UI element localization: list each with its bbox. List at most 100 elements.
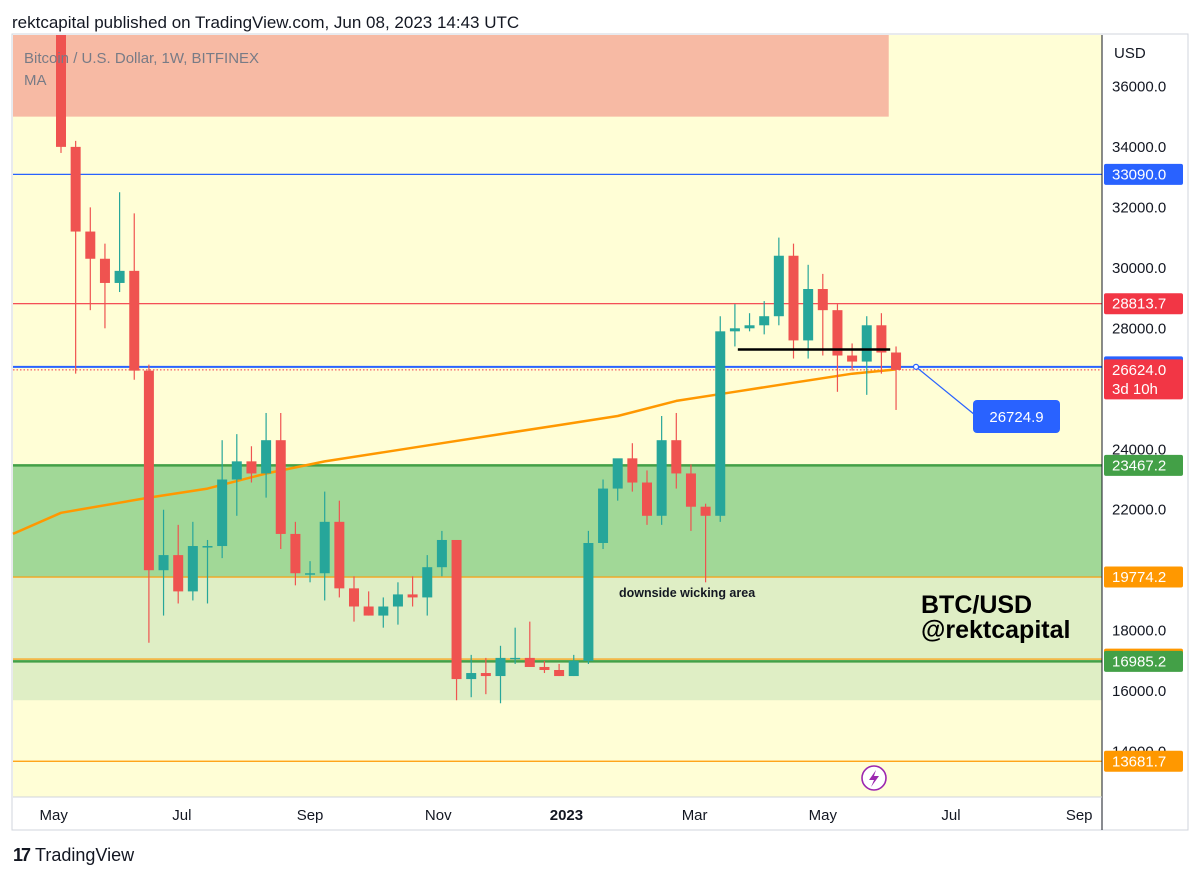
candle[interactable]	[612, 458, 623, 501]
candle-body	[56, 35, 66, 147]
candle-body	[803, 289, 814, 341]
candle[interactable]	[803, 264, 814, 359]
x-tick-label: Sep	[1066, 807, 1093, 824]
candle[interactable]	[378, 597, 389, 628]
candle[interactable]	[583, 530, 594, 664]
candle[interactable]	[788, 243, 799, 359]
candle[interactable]	[715, 316, 726, 522]
candle-body	[715, 331, 726, 516]
callout-anchor-dot[interactable]	[912, 363, 920, 370]
candle[interactable]	[554, 663, 565, 677]
candle-body	[85, 231, 96, 259]
candle-body	[788, 255, 799, 341]
candle[interactable]	[99, 243, 110, 329]
y-tick-label: 16000.0	[1112, 683, 1166, 700]
candle[interactable]	[729, 304, 740, 347]
candle-body	[627, 458, 638, 483]
candle[interactable]	[847, 343, 858, 371]
ma-legend[interactable]: MA	[24, 72, 47, 89]
candle-body	[129, 270, 140, 371]
candle[interactable]	[642, 470, 652, 525]
candle[interactable]	[876, 313, 887, 374]
candle[interactable]	[451, 539, 462, 701]
candle[interactable]	[70, 140, 81, 374]
price-label[interactable]: 16985.2	[1104, 650, 1183, 672]
candle[interactable]	[217, 440, 228, 559]
candle[interactable]	[143, 364, 154, 643]
candle[interactable]	[275, 412, 286, 550]
candle[interactable]	[700, 503, 711, 583]
candle[interactable]	[861, 316, 872, 395]
candle[interactable]	[392, 582, 403, 625]
candle[interactable]	[817, 273, 828, 356]
price-label[interactable]: 33090.0	[1104, 163, 1183, 185]
candle[interactable]	[891, 346, 902, 410]
candle[interactable]	[480, 657, 491, 695]
currency-label: USD	[1114, 45, 1146, 62]
price-label-text: 26624.0	[1112, 362, 1166, 379]
candle[interactable]	[231, 434, 242, 516]
x-tick-label: Nov	[425, 807, 452, 824]
candle[interactable]	[773, 237, 784, 326]
callout-label[interactable]: 26724.9	[973, 400, 1060, 433]
candle[interactable]	[187, 521, 198, 601]
candle-body	[436, 539, 447, 568]
price-label[interactable]: 28813.7	[1104, 293, 1183, 315]
candle[interactable]	[246, 446, 257, 483]
candle[interactable]	[363, 591, 374, 616]
candle[interactable]	[524, 621, 535, 667]
candle[interactable]	[539, 660, 550, 674]
x-tick-label: Mar	[682, 807, 708, 824]
candle[interactable]	[627, 443, 638, 492]
candle[interactable]	[407, 576, 418, 607]
candle[interactable]	[290, 521, 301, 586]
price-label-text: 33090.0	[1112, 166, 1166, 183]
candle[interactable]	[349, 576, 359, 622]
tradingview-logo[interactable]: 17 TradingView	[13, 845, 134, 866]
symbol-legend[interactable]: Bitcoin / U.S. Dollar, 1W, BITFINEX	[24, 50, 259, 67]
candle-body	[744, 325, 755, 329]
candle[interactable]	[510, 627, 521, 664]
candle-body	[729, 328, 740, 332]
candle[interactable]	[319, 491, 330, 601]
candle[interactable]	[261, 412, 272, 498]
candle[interactable]	[56, 35, 66, 153]
candle[interactable]	[466, 654, 477, 698]
price-label[interactable]: 23467.2	[1104, 454, 1183, 476]
candle[interactable]	[422, 555, 433, 616]
candle[interactable]	[334, 500, 345, 598]
candle[interactable]	[436, 530, 447, 577]
candle[interactable]	[173, 524, 184, 604]
candle[interactable]	[744, 313, 755, 332]
candle-body	[876, 325, 887, 353]
candle[interactable]	[598, 479, 609, 550]
candle[interactable]	[568, 654, 579, 677]
y-tick-label: 30000.0	[1112, 260, 1166, 277]
price-label-bg	[1104, 566, 1183, 588]
candle[interactable]	[759, 301, 770, 335]
candle-body	[554, 670, 565, 677]
candle-body	[480, 673, 491, 677]
price-label[interactable]: 19774.2	[1104, 566, 1183, 588]
price-label[interactable]: 13681.7	[1104, 750, 1183, 772]
candle[interactable]	[685, 464, 696, 531]
candle-body	[495, 657, 506, 677]
candle-body	[612, 458, 623, 489]
candle[interactable]	[85, 207, 96, 311]
candle[interactable]	[495, 645, 506, 704]
candle[interactable]	[832, 304, 843, 392]
candle[interactable]	[305, 561, 316, 583]
candle[interactable]	[671, 412, 682, 489]
candle[interactable]	[158, 509, 169, 616]
chart-frame	[11, 33, 1189, 831]
candle[interactable]	[114, 192, 125, 293]
candle[interactable]	[656, 416, 667, 525]
candle-body	[861, 325, 872, 362]
candle-body	[847, 355, 858, 362]
lightning-icon[interactable]	[861, 765, 887, 791]
price-label[interactable]: 26624.0 3d 10h	[1104, 359, 1183, 400]
candle[interactable]	[202, 539, 213, 604]
candle[interactable]	[129, 213, 140, 380]
candle-body	[568, 660, 579, 677]
